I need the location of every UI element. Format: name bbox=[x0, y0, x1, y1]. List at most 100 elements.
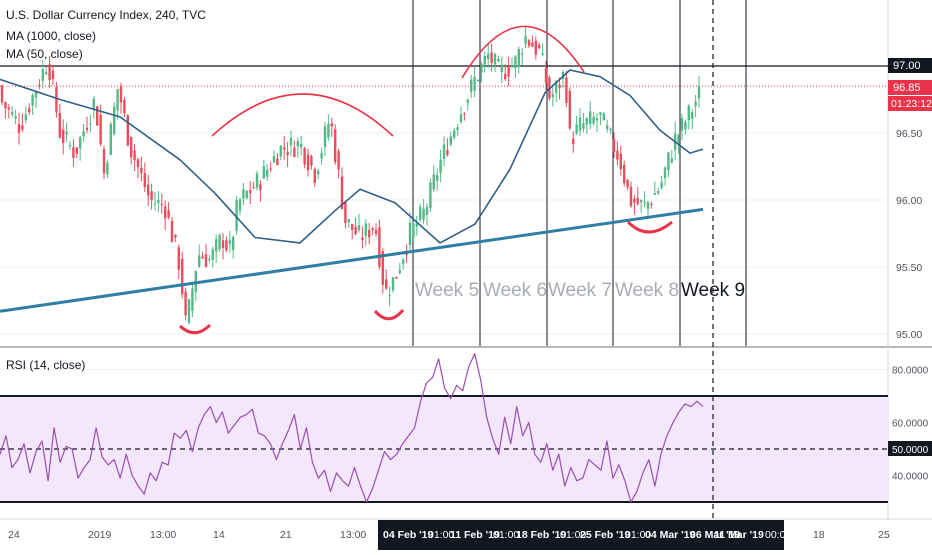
candle-body bbox=[650, 203, 653, 205]
candle-body bbox=[470, 79, 473, 92]
candle-body bbox=[364, 223, 367, 237]
candle-body bbox=[344, 201, 347, 224]
candle-body bbox=[82, 131, 85, 137]
candle-body bbox=[592, 116, 595, 124]
ma1000-legend[interactable]: MA (1000, close) bbox=[6, 29, 96, 43]
candle-body bbox=[259, 184, 262, 191]
candle-body bbox=[45, 72, 48, 74]
candle-body bbox=[589, 111, 592, 124]
candle-body bbox=[147, 184, 150, 196]
time-tick-label: 13:00 bbox=[150, 529, 176, 541]
candle-body bbox=[391, 277, 395, 291]
candle-body bbox=[327, 123, 330, 138]
price-tick-label: 96.50 bbox=[896, 128, 922, 140]
time-tick-label: 18 Feb '19 bbox=[516, 529, 567, 541]
head-arc bbox=[461, 25, 585, 79]
candle-body bbox=[41, 69, 44, 81]
candle-body bbox=[215, 239, 218, 252]
time-tick-label: 01:00 bbox=[625, 529, 651, 541]
candle-body bbox=[347, 219, 350, 223]
candle-body bbox=[7, 107, 10, 110]
candle-body bbox=[483, 56, 486, 65]
candle-body bbox=[405, 253, 408, 255]
candle-body bbox=[266, 169, 269, 177]
candle-body bbox=[606, 125, 609, 129]
price-axis[interactable]: 96.50 96.00 95.50 95.00 80.0000 60.0000 50.000… bbox=[888, 128, 932, 483]
candle-body bbox=[534, 40, 537, 55]
candle-body bbox=[670, 158, 673, 163]
candle-body bbox=[517, 49, 520, 67]
candle-body bbox=[160, 204, 163, 206]
time-tick-label: 14 bbox=[213, 529, 225, 541]
week-label: Week 7 bbox=[548, 280, 612, 301]
candle-body bbox=[28, 108, 31, 113]
candle-body bbox=[167, 210, 170, 218]
chart-title: U.S. Dollar Currency Index, 240, TVC bbox=[6, 8, 206, 22]
candle-body bbox=[320, 152, 323, 159]
candle-body bbox=[289, 137, 293, 146]
candle-body bbox=[72, 147, 75, 158]
candle-body bbox=[551, 94, 554, 98]
moving-averages bbox=[0, 69, 704, 313]
candle-body bbox=[487, 53, 490, 60]
ma50-legend[interactable]: MA (50, close) bbox=[6, 47, 83, 61]
time-tick-label: 00:00 bbox=[765, 529, 791, 541]
candle-body bbox=[415, 223, 418, 227]
candle-body bbox=[34, 91, 38, 98]
time-tick-label: 25 Feb '19 bbox=[580, 529, 631, 541]
candle-body bbox=[249, 190, 252, 193]
time-range-highlight bbox=[378, 520, 784, 550]
candle-body bbox=[198, 255, 201, 267]
rsi-tick-label: 40.0000 bbox=[892, 472, 929, 483]
rsi-tick-label: 60.0000 bbox=[892, 419, 929, 430]
candle-body bbox=[531, 42, 534, 47]
candle-body bbox=[96, 106, 99, 126]
candle-body bbox=[153, 203, 157, 205]
time-tick-label: 04 Feb '19 bbox=[383, 529, 434, 541]
candle-body bbox=[228, 240, 231, 244]
candle-body bbox=[657, 191, 660, 194]
candle-body bbox=[538, 45, 541, 48]
candle-body bbox=[269, 168, 272, 170]
candle-body bbox=[14, 116, 17, 119]
candle-body bbox=[432, 174, 435, 190]
candle-body bbox=[653, 193, 656, 195]
pattern-arcs bbox=[178, 25, 673, 335]
candle-body bbox=[544, 67, 548, 83]
candle-body bbox=[493, 53, 497, 65]
candle-body bbox=[640, 199, 643, 203]
rsi-legend[interactable]: RSI (14, close) bbox=[6, 358, 85, 372]
candle-body bbox=[177, 247, 180, 270]
candle-body bbox=[204, 254, 208, 268]
time-tick-label: 11 Feb '19 bbox=[450, 529, 500, 541]
candle-body bbox=[272, 156, 276, 163]
candle-body bbox=[619, 153, 622, 170]
candle-body bbox=[595, 118, 599, 121]
candle-body bbox=[351, 224, 354, 230]
candle-body bbox=[157, 200, 160, 204]
left-shoulder-arc bbox=[211, 93, 394, 137]
candle-body bbox=[181, 258, 184, 294]
candle-body bbox=[629, 186, 633, 206]
time-tick-label: 04 Mar '19 bbox=[645, 529, 696, 541]
candle-body bbox=[599, 112, 602, 115]
last-price-bg bbox=[888, 80, 932, 95]
candle-body bbox=[677, 134, 680, 143]
candle-body bbox=[354, 226, 357, 235]
bottom-mark-1 bbox=[178, 323, 212, 335]
candle-body bbox=[459, 114, 463, 123]
candle-body bbox=[337, 151, 340, 170]
candle-body bbox=[646, 202, 650, 209]
candle-body bbox=[140, 167, 143, 174]
candle-body bbox=[368, 229, 371, 238]
time-tick-label: 18 bbox=[813, 529, 825, 541]
level-label: 97.00 bbox=[893, 60, 921, 72]
candle-body bbox=[51, 70, 55, 80]
candle-body bbox=[279, 145, 282, 157]
candle-body bbox=[238, 199, 242, 211]
candle-body bbox=[201, 256, 204, 259]
price-tick-label: 95.00 bbox=[896, 329, 922, 341]
candle-body bbox=[235, 199, 238, 231]
rsi-mid-label-bg bbox=[888, 441, 932, 456]
